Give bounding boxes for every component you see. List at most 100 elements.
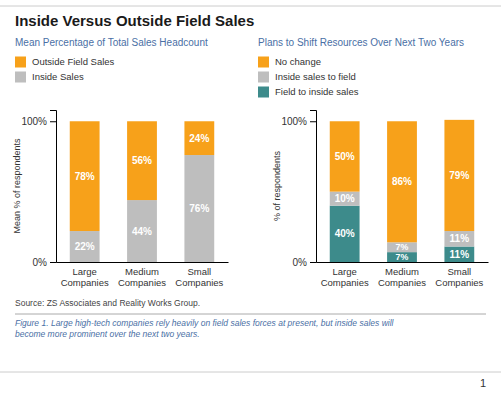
top-rule: [0, 6, 501, 7]
bars: [330, 120, 474, 262]
bar-segment: [330, 206, 360, 262]
tick-label-line: Medium: [125, 266, 159, 277]
data-label: 11%: [450, 233, 470, 244]
legend-swatch: [258, 57, 269, 68]
legend-label: Outside Field Sales: [32, 56, 115, 67]
legend-label: Field to inside sales: [275, 86, 359, 97]
tick-label-line: Companies: [118, 277, 166, 288]
data-label: 44%: [132, 226, 152, 237]
bar-segment: [444, 120, 474, 231]
axis-line: [57, 262, 229, 263]
tick-label: 0%: [293, 257, 308, 268]
data-label: 56%: [132, 155, 152, 166]
y-axis-title: Mean % of respondents: [12, 138, 22, 234]
bar-segment: [127, 121, 157, 200]
legend-label: Inside sales to field: [275, 71, 356, 82]
x-tick: LargeCompanies: [61, 266, 109, 288]
bar-segment: [184, 155, 214, 262]
legend-label: No change: [275, 56, 321, 67]
data-label: 50%: [335, 151, 355, 162]
subtitle: Mean Percentage of Total Sales Headcount: [15, 37, 208, 48]
axis-line: [310, 111, 317, 263]
chart-root: Inside Versus Outside Field Sales Mean Pe…: [0, 0, 501, 393]
data-label: 24%: [189, 133, 209, 144]
x-tick: SmallCompanies: [435, 266, 483, 288]
axis-line: [317, 262, 489, 263]
x-tick: SmallCompanies: [175, 266, 223, 288]
data-label: 78%: [75, 171, 95, 182]
tick-label-line: Companies: [321, 277, 369, 288]
x-tick: MediumCompanies: [118, 266, 166, 288]
legend-swatch: [258, 87, 269, 98]
data-label: 10%: [335, 193, 355, 204]
x-axis: LargeCompaniesMediumCompaniesSmallCompan…: [317, 263, 489, 288]
data-label: 22%: [75, 241, 95, 252]
data-labels: 22% 44% 76% 78% 56% 24%: [75, 133, 210, 252]
tick-label: MediumCompanies: [378, 266, 426, 288]
divider: [15, 314, 486, 315]
data-label: 76%: [189, 203, 209, 214]
bar-segment: [387, 252, 417, 262]
bar-segment: [444, 231, 474, 246]
legend: Outside Field Sales Inside Sales: [15, 56, 115, 83]
bar-segment: [127, 200, 157, 262]
y-tick: 0%: [33, 257, 56, 268]
tick-label-line: Companies: [61, 277, 109, 288]
data-label: 7%: [396, 242, 409, 252]
caption: Figure 1. Large high-tech companies rely…: [15, 318, 395, 339]
tick-label: 100%: [281, 116, 307, 127]
tick-label-line: Companies: [175, 277, 223, 288]
bar-segment: [387, 121, 417, 242]
caption-line: Figure 1. Large high-tech companies rely…: [15, 318, 395, 328]
y-axis: 0% 100%: [21, 111, 56, 268]
tick-label: MediumCompanies: [118, 266, 166, 288]
data-label: 86%: [392, 176, 412, 187]
y-tick: 0%: [293, 257, 316, 268]
tick-mark: [50, 121, 56, 122]
tick-label: 100%: [21, 116, 47, 127]
tick-label-line: Large: [333, 266, 357, 277]
tick-label-line: Small: [447, 266, 471, 277]
x-tick: LargeCompanies: [321, 266, 369, 288]
tick-label: LargeCompanies: [61, 266, 109, 288]
caption-line: become more prominent over the next two …: [15, 329, 200, 339]
tick-label: SmallCompanies: [175, 266, 223, 288]
data-label: 40%: [335, 228, 355, 239]
bars: [70, 121, 214, 262]
bar-segment: [184, 121, 214, 155]
bar-segment: [70, 121, 100, 231]
tick-label: SmallCompanies: [435, 266, 483, 288]
tick-mark: [310, 121, 316, 122]
data-label: 11%: [450, 249, 470, 260]
bar-segment: [444, 247, 474, 262]
legend-swatch: [15, 72, 26, 83]
tick-label-line: Small: [187, 266, 211, 277]
legend-label: Inside Sales: [32, 71, 84, 82]
bar-segment: [387, 242, 417, 252]
legend-swatch: [258, 72, 269, 83]
data-labels: 40% 7% 11% 10% 7% 11% 50% 86% 79%: [335, 151, 470, 262]
tick-mark: [310, 262, 316, 263]
page-number: 1: [480, 377, 486, 389]
bottom-rule: [0, 372, 501, 373]
data-label: 79%: [449, 170, 469, 181]
y-tick: 100%: [281, 116, 316, 127]
bar-segment: [330, 121, 360, 191]
bar-segment: [330, 192, 360, 206]
tick-label-line: Companies: [435, 277, 483, 288]
bar-segment: [70, 231, 100, 262]
legend: No change Inside sales to field Field to i…: [258, 56, 359, 98]
x-tick: MediumCompanies: [378, 266, 426, 288]
tick-mark: [50, 262, 56, 263]
tick-label: LargeCompanies: [321, 266, 369, 288]
tick-label: 0%: [33, 257, 48, 268]
source: Source: ZS Associates and Reality Works …: [15, 298, 200, 308]
y-axis-title: % of respondents: [272, 150, 282, 221]
data-label: 7%: [396, 252, 409, 262]
title: Inside Versus Outside Field Sales: [15, 12, 254, 29]
y-tick: 100%: [21, 116, 56, 127]
legend-swatch: [15, 57, 26, 68]
x-axis: LargeCompaniesMediumCompaniesSmallCompan…: [57, 263, 229, 288]
y-axis: 0% 100%: [281, 111, 316, 268]
axis-line: [50, 111, 57, 263]
